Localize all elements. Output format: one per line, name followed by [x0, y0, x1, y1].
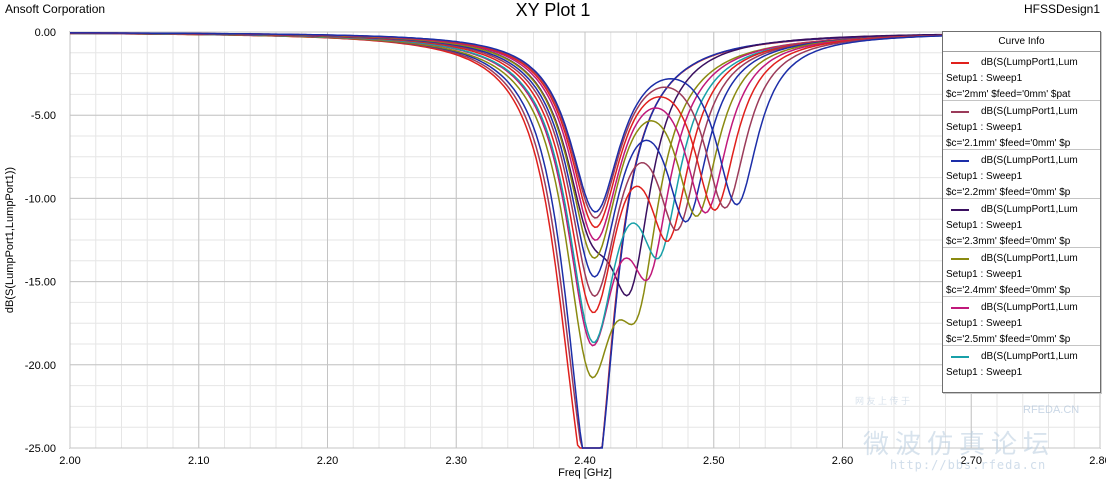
legend-trace-label: dB(S(LumpPort1,Lum	[981, 106, 1078, 117]
x-tick-label: 2.80	[1089, 455, 1106, 467]
x-tick-label: 2.70	[961, 455, 982, 467]
legend-param-label: $c='2.2mm' $feed='0mm' $p	[946, 187, 1071, 198]
legend-param-label: $c='2.5mm' $feed='0mm' $p	[946, 334, 1071, 345]
legend-param-label: $c='2.3mm' $feed='0mm' $p	[946, 236, 1071, 247]
y-tick-label: -5.00	[31, 110, 56, 122]
legend-entry[interactable]: dB(S(LumpPort1,Lum Setup1 : Sweep1 $c='2.3…	[943, 199, 1100, 248]
legend-trace-label: dB(S(LumpPort1,Lum	[981, 302, 1078, 313]
legend-swatch	[951, 111, 969, 113]
legend-entry[interactable]: dB(S(LumpPort1,Lum Setup1 : Sweep1 $c='2.2…	[943, 150, 1100, 199]
curve-info-legend[interactable]: Curve Info dB(S(LumpPort1,Lum Setup1 : Sw…	[942, 31, 1101, 393]
legend-trace-label: dB(S(LumpPort1,Lum	[981, 57, 1078, 68]
x-tick-label: 2.10	[188, 455, 209, 467]
x-tick-label: 2.00	[59, 455, 80, 467]
legend-entry[interactable]: dB(S(LumpPort1,Lum Setup1 : Sweep1 $c='2.1…	[943, 101, 1100, 150]
legend-setup-label: Setup1 : Sweep1	[946, 220, 1023, 231]
legend-setup-label: Setup1 : Sweep1	[946, 73, 1023, 84]
legend-param-label: $c='2mm' $feed='0mm' $pat	[946, 89, 1071, 100]
legend-param-label: $c='2.1mm' $feed='0mm' $p	[946, 138, 1071, 149]
y-axis-label: dB(S(LumpPort1,LumpPort1))	[4, 167, 16, 313]
legend-swatch	[951, 62, 969, 64]
legend-swatch	[951, 209, 969, 211]
y-tick-label: -25.00	[25, 443, 56, 455]
legend-swatch	[951, 307, 969, 309]
x-tick-label: 2.50	[703, 455, 724, 467]
y-tick-label: 0.00	[35, 27, 56, 39]
company-label: Ansoft Corporation	[5, 2, 106, 16]
curve-14[interactable]	[69, 32, 1100, 213]
legend-entry[interactable]: dB(S(LumpPort1,Lum Setup1 : Sweep1	[943, 346, 1100, 392]
legend-entry[interactable]: dB(S(LumpPort1,Lum Setup1 : Sweep1 $c='2.5…	[943, 297, 1100, 346]
axis-labels: 2.00 2.10 2.20 2.30 2.40 2.50 2.60 2.70 2.80 0.00…	[4, 27, 1106, 479]
legend-setup-label: Setup1 : Sweep1	[946, 318, 1023, 329]
y-tick-label: -20.00	[25, 360, 56, 372]
legend-trace-label: dB(S(LumpPort1,Lum	[981, 351, 1078, 362]
design-name: HFSSDesign1	[1023, 2, 1100, 16]
y-tick-label: -15.00	[25, 277, 56, 289]
x-tick-label: 2.20	[317, 455, 338, 467]
legend-trace-label: dB(S(LumpPort1,Lum	[981, 253, 1078, 264]
legend-swatch	[951, 160, 969, 162]
x-tick-label: 2.60	[832, 455, 853, 467]
legend-entry[interactable]: dB(S(LumpPort1,Lum Setup1 : Sweep1 $c='2.4…	[943, 248, 1100, 297]
legend-trace-label: dB(S(LumpPort1,Lum	[981, 155, 1078, 166]
legend-entry[interactable]: dB(S(LumpPort1,Lum Setup1 : Sweep1 $c='2mm…	[943, 52, 1100, 101]
legend-param-label: $c='2.4mm' $feed='0mm' $p	[946, 285, 1071, 296]
legend-swatch	[951, 258, 969, 260]
x-tick-label: 2.40	[574, 455, 595, 467]
grid-lines	[69, 31, 1101, 449]
legend-setup-label: Setup1 : Sweep1	[946, 122, 1023, 133]
legend-setup-label: Setup1 : Sweep1	[946, 367, 1023, 378]
plot-title: XY Plot 1	[515, 0, 591, 20]
x-axis-label: Freq [GHz]	[558, 467, 612, 479]
legend-title: Curve Info	[943, 32, 1100, 52]
curves[interactable]	[69, 32, 1101, 449]
legend-setup-label: Setup1 : Sweep1	[946, 171, 1023, 182]
legend-trace-label: dB(S(LumpPort1,Lum	[981, 204, 1078, 215]
y-tick-label: -10.00	[25, 193, 56, 205]
x-tick-label: 2.30	[446, 455, 467, 467]
legend-setup-label: Setup1 : Sweep1	[946, 269, 1023, 280]
legend-swatch	[951, 356, 969, 358]
